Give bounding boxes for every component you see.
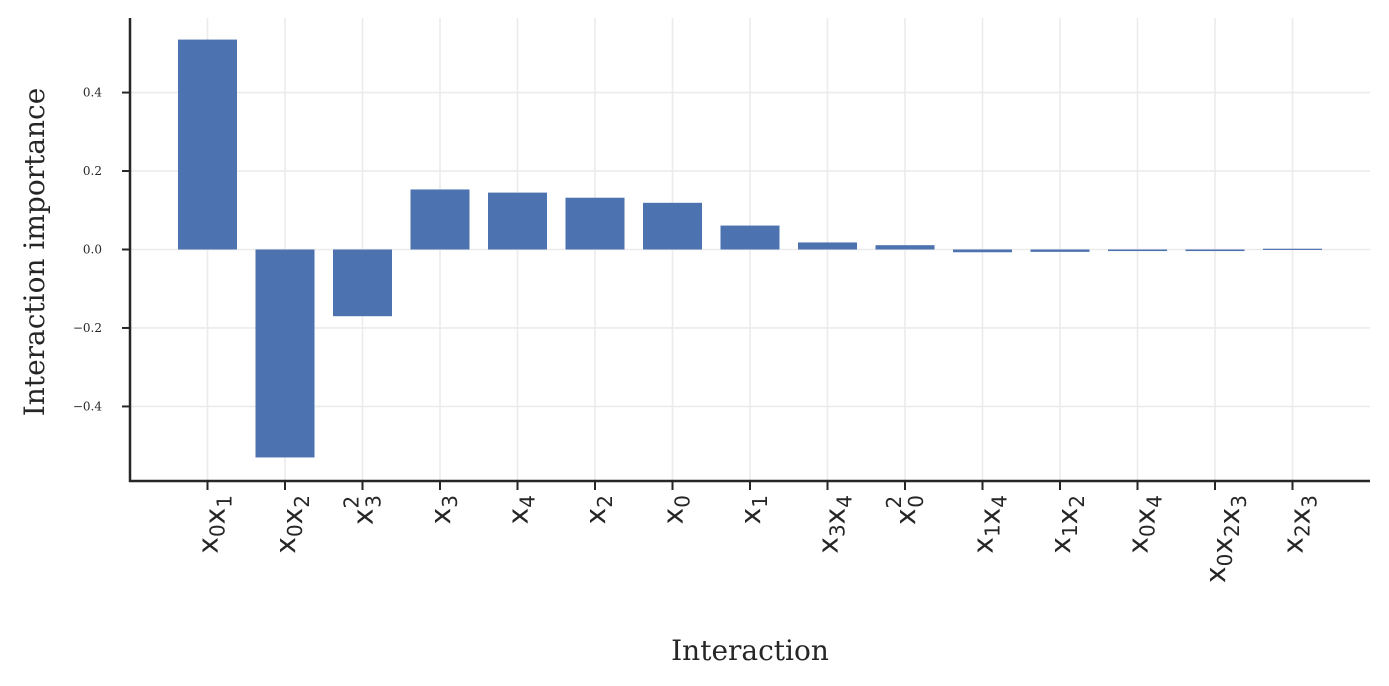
bar bbox=[255, 249, 315, 458]
y-tick-label: −0.2 bbox=[73, 321, 102, 335]
bar bbox=[875, 245, 935, 250]
bar bbox=[1263, 248, 1322, 250]
bar bbox=[333, 249, 392, 317]
bar bbox=[488, 192, 547, 250]
bar bbox=[410, 189, 470, 250]
x-tick-label: x0x4 bbox=[1122, 495, 1167, 554]
x-tick-label: x2x3 bbox=[1277, 495, 1322, 554]
x-tick-label: x0x2x3 bbox=[1199, 495, 1251, 583]
x-tick-label: x0x1 bbox=[192, 495, 237, 554]
y-tick-label: 0.0 bbox=[83, 243, 102, 257]
y-tick-label: 0.2 bbox=[83, 164, 102, 178]
bar bbox=[953, 249, 1012, 253]
x-tick-label: x1x2 bbox=[1044, 495, 1089, 554]
x-tick-label: x1x4 bbox=[967, 495, 1012, 554]
x-tick-label: x1 bbox=[734, 495, 772, 524]
y-axis-title: Interaction importance bbox=[18, 88, 51, 417]
x-tick-label: x0x2 bbox=[269, 495, 314, 554]
x-tick-label: x3 bbox=[424, 495, 462, 524]
x-tick-label: x4 bbox=[502, 495, 540, 524]
x-tick-label: x3x4 bbox=[812, 495, 857, 554]
bar bbox=[798, 242, 857, 250]
bar bbox=[720, 225, 780, 250]
x-tick-layer: x0x1x0x2x23x3x4x2x0x1x3x4x20x1x4x1x2x0x4… bbox=[192, 481, 1322, 583]
x-tick-label: x23 bbox=[340, 495, 386, 525]
bar bbox=[1185, 249, 1245, 252]
bar bbox=[178, 39, 237, 250]
x-tick-label: x0 bbox=[657, 495, 695, 524]
x-tick-label: x20 bbox=[882, 495, 928, 525]
bar-layer bbox=[178, 39, 1322, 458]
bar bbox=[1108, 249, 1167, 252]
x-axis-title: Interaction bbox=[671, 634, 829, 667]
bar bbox=[1030, 249, 1090, 252]
y-tick-label: −0.4 bbox=[73, 399, 103, 413]
bar bbox=[565, 197, 625, 250]
y-tick-layer: −0.4 −0.2 0.0 0.2 0.4 bbox=[73, 86, 130, 413]
bar bbox=[643, 202, 702, 250]
x-tick-label: x2 bbox=[579, 495, 617, 524]
y-tick-label: 0.4 bbox=[83, 86, 102, 100]
